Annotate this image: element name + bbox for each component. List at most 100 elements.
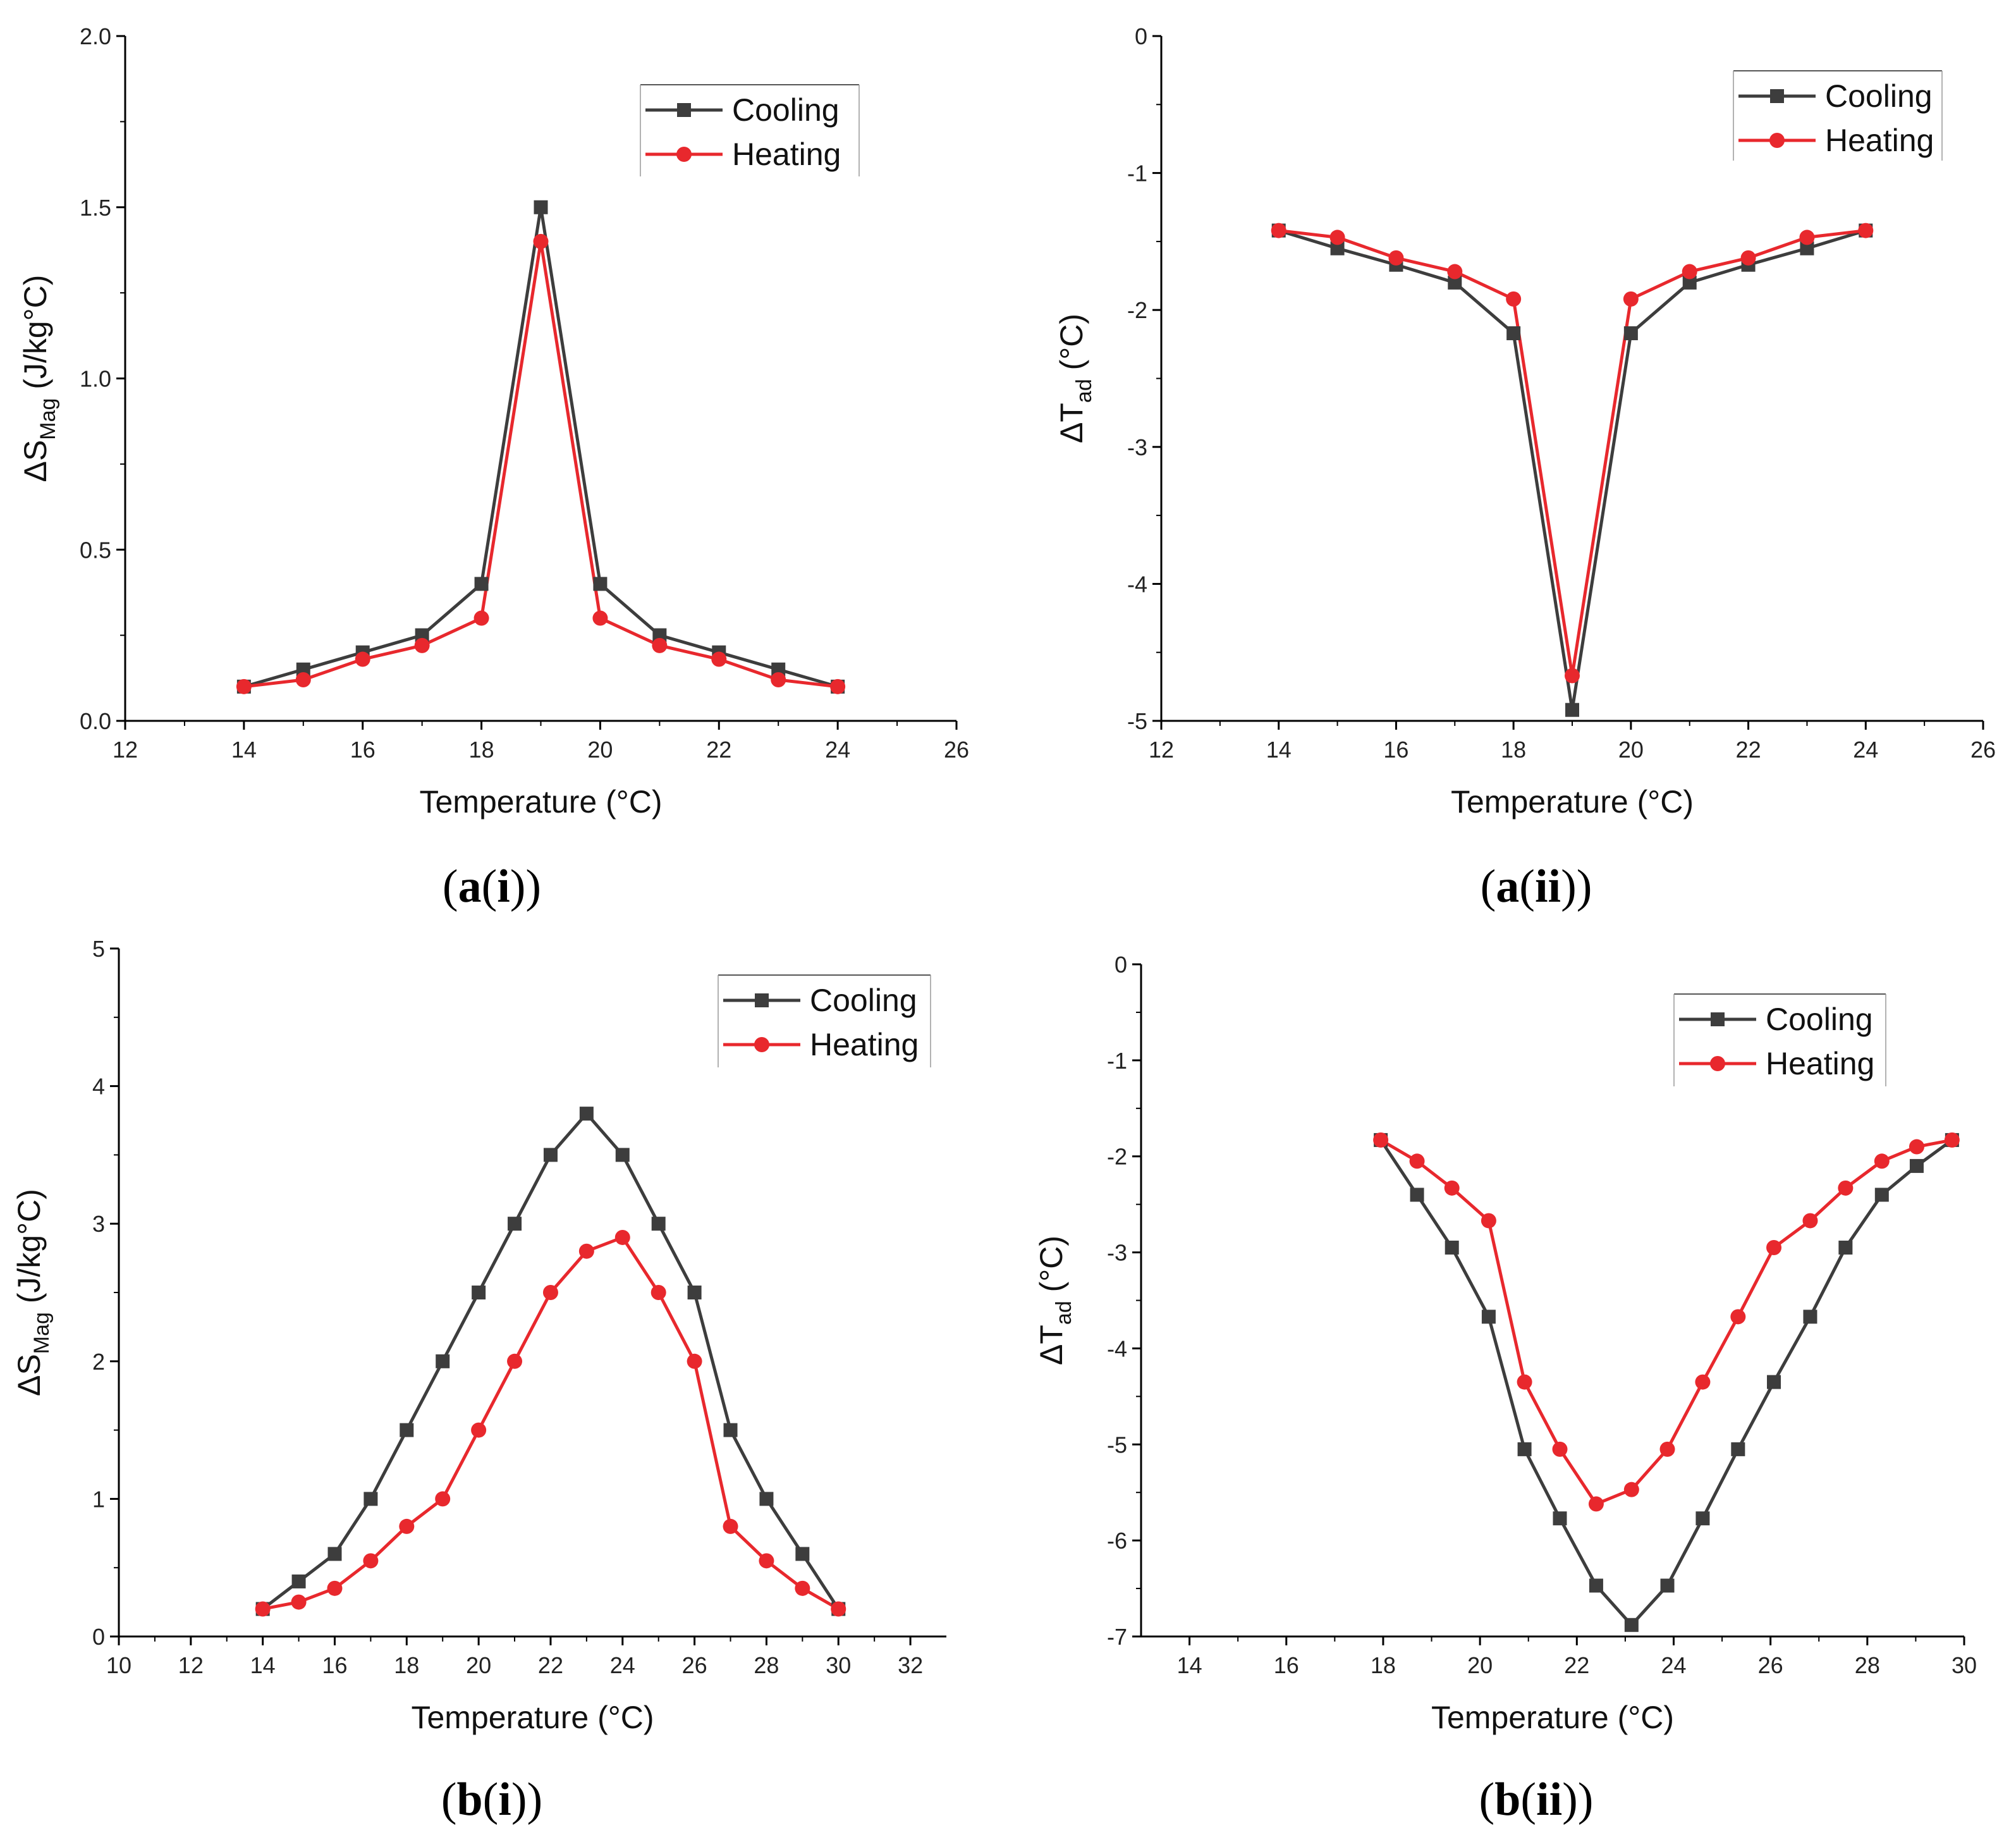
x-tick-label: 24 [1661, 1652, 1686, 1678]
data-point-cooling [1767, 1375, 1781, 1389]
x-tick-label: 26 [944, 737, 969, 763]
data-point-heating [1858, 223, 1874, 238]
data-point-heating [291, 1594, 307, 1610]
x-tick-label: 30 [826, 1652, 851, 1678]
x-tick-label: 18 [1371, 1652, 1396, 1678]
data-point-heating [578, 1243, 594, 1259]
x-tick-label: 32 [898, 1652, 923, 1678]
data-point-heating [295, 672, 311, 688]
series-line-heating [243, 240, 838, 689]
y-tick-label: -5 [1107, 1432, 1127, 1458]
data-point-cooling [1624, 1618, 1639, 1632]
x-tick-label: 14 [1177, 1652, 1202, 1678]
data-point-heating [592, 610, 608, 626]
y-tick-label: 0.0 [80, 708, 111, 734]
y-tick-label: 5 [92, 936, 105, 962]
legend-marker-cooling [677, 103, 691, 117]
legend-marker-heating [1710, 1056, 1725, 1071]
data-point-cooling [1731, 1442, 1745, 1456]
data-point-heating [399, 1518, 415, 1534]
panel-caption: (b(ii)) [1479, 1774, 1594, 1826]
x-tick-label: 24 [825, 737, 850, 763]
data-point-cooling [472, 1286, 486, 1299]
data-point-heating [1565, 668, 1580, 684]
legend-label-cooling: Cooling [1766, 1002, 1873, 1037]
x-tick-label: 28 [1855, 1652, 1880, 1678]
data-point-cooling [1803, 1310, 1817, 1324]
x-tick-label: 18 [469, 737, 494, 763]
x-tick-label: 22 [1564, 1652, 1589, 1678]
x-tick-label: 30 [1952, 1652, 1977, 1678]
data-point-cooling [1445, 1240, 1459, 1255]
data-point-heating [652, 637, 668, 653]
x-tick-label: 20 [466, 1652, 491, 1678]
x-tick-label: 16 [1383, 737, 1408, 763]
x-tick-label: 16 [322, 1652, 347, 1678]
x-tick-label: 26 [682, 1652, 707, 1678]
data-point-cooling [651, 1217, 666, 1231]
data-point-heating [255, 1601, 271, 1617]
x-tick-label: 22 [538, 1652, 563, 1678]
data-point-cooling [1448, 275, 1462, 290]
data-point-heating [327, 1580, 343, 1596]
data-point-heating [711, 651, 727, 667]
y-axis-title: ΔSMag (J/kg°C) [11, 1189, 54, 1396]
data-point-cooling [1838, 1240, 1853, 1255]
data-point-heating [614, 1229, 630, 1245]
series-line-cooling [1278, 229, 1867, 712]
data-point-heating [471, 1422, 487, 1438]
y-tick-label: 4 [92, 1074, 105, 1100]
x-axis-title: Temperature (°C) [412, 1700, 654, 1735]
legend-marker-heating [754, 1037, 769, 1052]
legend-label-heating: Heating [1825, 123, 1934, 158]
data-point-heating [759, 1553, 774, 1569]
data-point-heating [1388, 250, 1404, 266]
x-tick-label: 14 [250, 1652, 276, 1678]
y-tick-label: -4 [1127, 571, 1147, 597]
data-point-heating [1373, 1132, 1389, 1148]
data-point-heating [830, 678, 846, 694]
data-point-cooling [400, 1423, 414, 1437]
chart-panel-a-i: 12 14 16 18 20 22 24 26 0.0 0.5 1.0 1.5 2.0 Temperatu… [18, 23, 969, 912]
data-point-heating [1874, 1153, 1890, 1169]
data-point-cooling [1623, 326, 1638, 341]
x-tick-label: 20 [1618, 737, 1644, 763]
data-point-cooling [1682, 275, 1697, 290]
x-tick-label: 18 [1501, 737, 1526, 763]
x-tick-label: 12 [1149, 737, 1174, 763]
x-tick-label: 26 [1970, 737, 1996, 763]
data-point-heating [1659, 1441, 1675, 1457]
data-point-heating [1588, 1496, 1604, 1512]
x-tick-label: 16 [350, 737, 376, 763]
x-axis-title: Temperature (°C) [1431, 1700, 1674, 1735]
data-point-cooling [415, 628, 429, 642]
legend-label-heating: Heating [1766, 1046, 1874, 1081]
legend-marker-cooling [755, 993, 769, 1007]
data-point-heating [1682, 264, 1697, 279]
data-point-heating [363, 1553, 379, 1569]
data-point-heating [1623, 1482, 1639, 1497]
y-tick-label: 1 [92, 1486, 105, 1512]
panel-caption: (b(i)) [441, 1774, 542, 1826]
data-point-heating [473, 610, 489, 626]
data-point-cooling [1517, 1442, 1532, 1456]
data-point-cooling [579, 1107, 594, 1121]
y-axis-title: ΔSMag (J/kg°C) [18, 275, 60, 482]
data-point-heating [507, 1353, 523, 1369]
data-point-heating [355, 651, 370, 667]
legend-label-heating: Heating [732, 137, 841, 172]
y-tick-label: -5 [1127, 708, 1147, 734]
data-point-cooling [534, 200, 548, 214]
data-point-heating [1695, 1374, 1711, 1390]
data-point-cooling [296, 662, 310, 677]
data-point-cooling [436, 1354, 450, 1368]
legend-marker-heating [1769, 133, 1785, 148]
x-axis-title: Temperature (°C) [420, 784, 663, 820]
y-tick-label: -3 [1107, 1240, 1127, 1266]
data-point-heating [687, 1353, 702, 1369]
data-point-cooling [508, 1217, 522, 1231]
x-tick-label: 24 [1853, 737, 1878, 763]
data-point-cooling [1565, 703, 1579, 717]
y-tick-label: -1 [1107, 1048, 1127, 1074]
data-point-heating [1271, 223, 1286, 238]
